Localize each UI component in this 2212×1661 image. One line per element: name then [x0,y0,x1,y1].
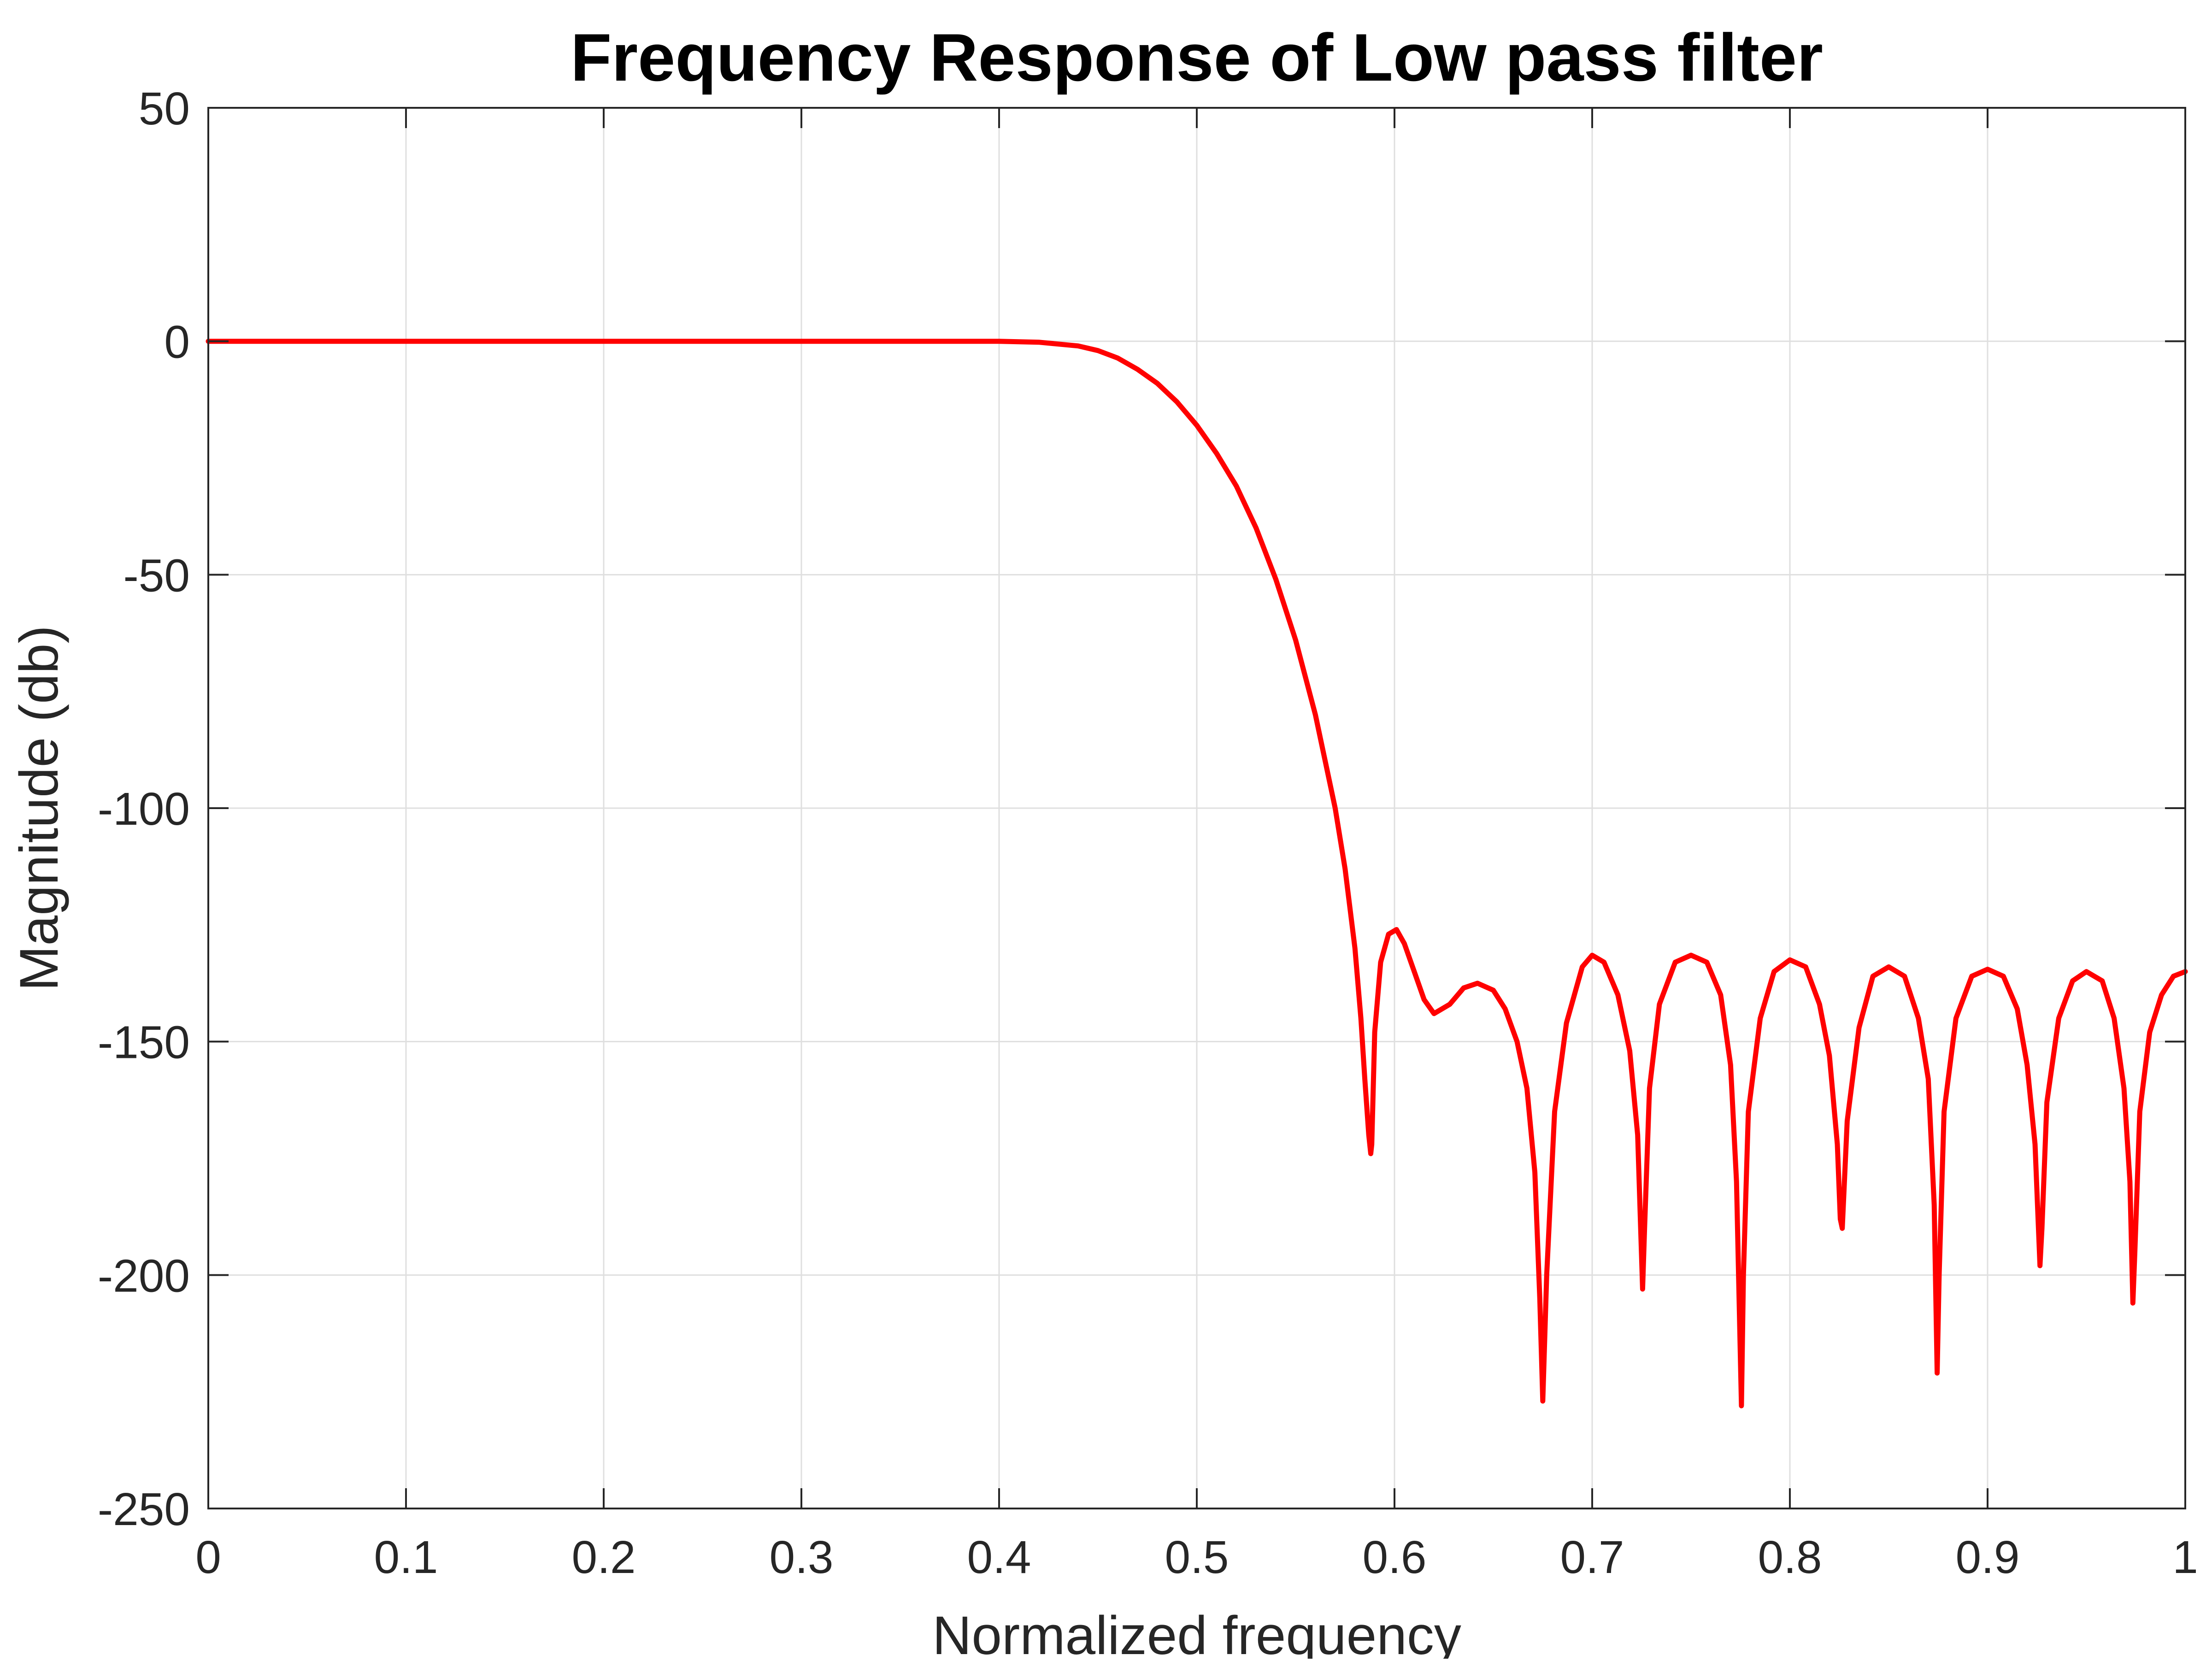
x-tick-label: 0.1 [374,1532,438,1583]
x-tick-label: 0.8 [1758,1532,1822,1583]
y-tick-label: -250 [98,1484,190,1535]
x-tick-label: 0.9 [1955,1532,2019,1583]
chart-title: Frequency Response of Low pass filter [571,20,1823,95]
grid [208,108,2185,1508]
series-layer [206,339,2188,1409]
x-axis-label: Normalized frequency [932,1605,1461,1659]
y-tick-label: -200 [98,1250,190,1302]
x-tick-label: 0.2 [571,1532,635,1583]
x-tick-label: 0.6 [1362,1532,1426,1583]
ticks: 0 0.1 0.2 0.3 0.4 0.5 0.6 0.7 0.8 0.9 1 50 0 -50 -100 -… [98,83,2198,1583]
y-tick-label: 0 [164,317,190,368]
series-line [206,339,2188,1409]
x-tick-label: 0.5 [1165,1532,1229,1583]
y-tick-label: -100 [98,783,190,835]
x-tick-label: 0.7 [1560,1532,1624,1583]
x-tick-label: 1 [2172,1532,2198,1583]
x-tick-label: 0.4 [967,1532,1031,1583]
x-tick-label: 0.3 [769,1532,833,1583]
y-axis-label: Magnitude (db) [9,625,70,991]
y-tick-label: -150 [98,1017,190,1068]
y-tick-label: 50 [139,83,190,135]
y-tick-label: -50 [123,550,190,601]
x-tick-label: 0 [195,1532,221,1583]
